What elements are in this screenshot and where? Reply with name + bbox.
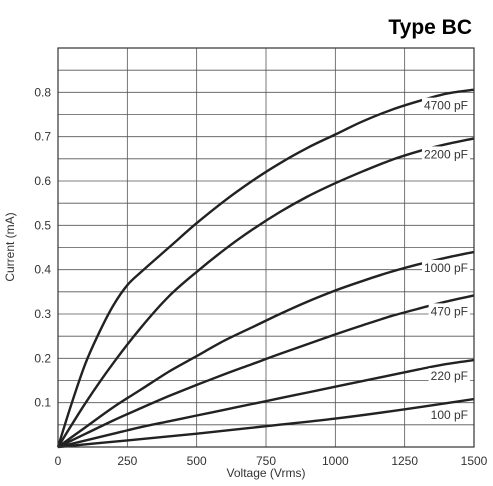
- y-tick-label: 0.1: [34, 396, 51, 410]
- series-labels: 4700 pF 2200 pF 1000 pF 470 pF 220 pF 100 pF: [421, 97, 470, 424]
- x-tick-label: 500: [187, 454, 207, 468]
- x-tick-label: 1250: [391, 454, 418, 468]
- x-axis-title: Voltage (Vrms): [227, 466, 306, 480]
- series-label-background: [428, 303, 470, 320]
- series-label: 1000 pF: [424, 261, 468, 275]
- series-label-background: [428, 368, 470, 385]
- x-tick-label: 0: [55, 454, 62, 468]
- x-tick-label: 750: [256, 454, 276, 468]
- y-tick-label: 0.3: [34, 307, 51, 321]
- series-line: [57, 294, 475, 449]
- series-line: [57, 358, 475, 449]
- series-label: 470 pF: [431, 304, 468, 318]
- y-tick-label: 0.5: [34, 218, 51, 232]
- x-tick-label: 1000: [322, 454, 349, 468]
- grid: [58, 48, 474, 447]
- series-label: 4700 pF: [424, 99, 468, 113]
- series-label-background: [421, 146, 470, 163]
- series-label-background: [421, 97, 470, 114]
- y-tick-label: 0.7: [34, 130, 51, 144]
- series-label-background: [428, 407, 470, 424]
- y-axis-title: Current (mA): [3, 212, 17, 281]
- y-tick-label: 0.4: [34, 263, 51, 277]
- series-line: [56, 88, 475, 448]
- series-label: 100 pF: [431, 408, 468, 422]
- series-line: [56, 137, 475, 448]
- series-label: 2200 pF: [424, 147, 468, 161]
- y-tick-label: 0.2: [34, 351, 51, 365]
- series-line: [57, 397, 475, 449]
- x-axis-ticks: 0 250 500 750 1000 1250 1500: [55, 454, 488, 468]
- plot-frame: [57, 47, 475, 448]
- y-axis-ticks: 0.1 0.2 0.3 0.4 0.5 0.6 0.7 0.8: [34, 85, 51, 409]
- x-tick-label: 250: [117, 454, 137, 468]
- series-label: 220 pF: [431, 369, 468, 383]
- y-tick-label: 0.6: [34, 174, 51, 188]
- y-tick-label: 0.8: [34, 85, 51, 99]
- x-tick-label: 1500: [461, 454, 488, 468]
- series-label-background: [421, 259, 470, 276]
- chart-title: Type BC: [388, 16, 472, 39]
- series-line: [57, 250, 475, 448]
- series-lines: [56, 88, 475, 449]
